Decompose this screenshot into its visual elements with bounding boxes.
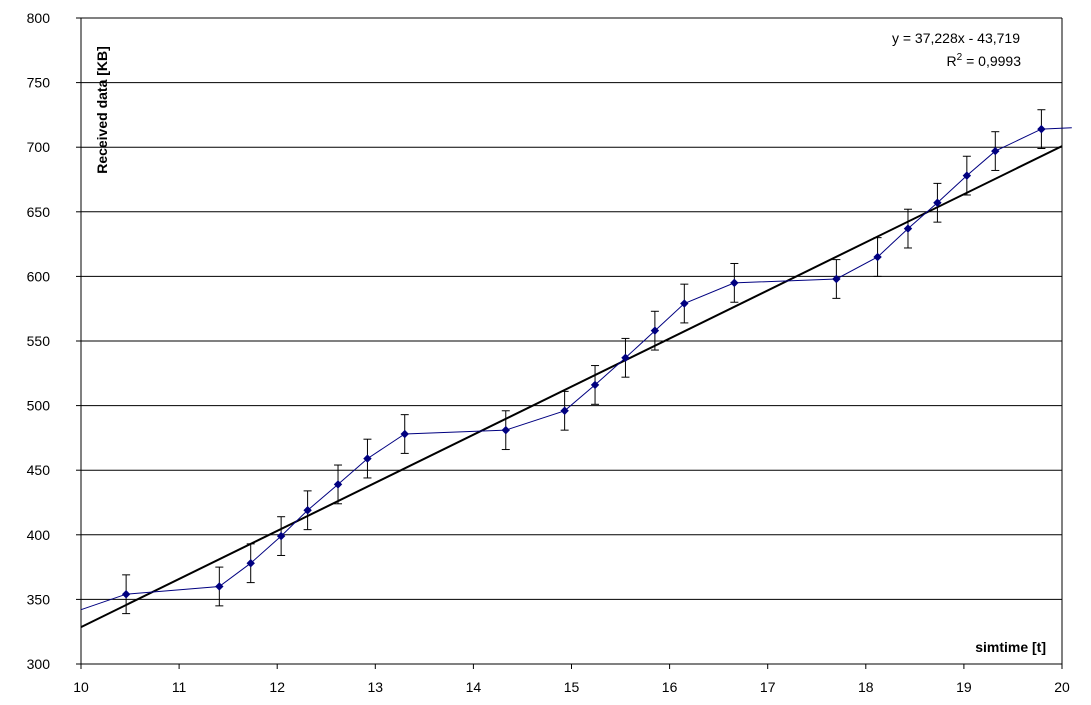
y-tick-label-750: 750 bbox=[27, 75, 51, 91]
data-point-11 bbox=[621, 353, 630, 363]
series-line bbox=[80, 127, 1072, 611]
data-point-7 bbox=[400, 429, 409, 439]
data-point-16 bbox=[873, 252, 882, 262]
data-point-14 bbox=[730, 278, 739, 288]
data-point-6 bbox=[363, 454, 372, 463]
trend-equation: y = 37,228x - 43,719 bbox=[892, 30, 1020, 46]
x-tick-label-12: 12 bbox=[269, 679, 285, 695]
trendline-path bbox=[80, 145, 1063, 628]
r2-exponent: 2 bbox=[957, 52, 963, 63]
r2-value: = 0,9993 bbox=[962, 53, 1021, 69]
y-tick-label-800: 800 bbox=[27, 10, 51, 26]
x-tick-label-10: 10 bbox=[73, 679, 89, 695]
data-point-4 bbox=[303, 506, 312, 515]
data-point-18 bbox=[933, 198, 942, 207]
data-point-2 bbox=[246, 559, 255, 568]
y-tick-label-400: 400 bbox=[27, 527, 51, 543]
x-tick-label-16: 16 bbox=[662, 679, 678, 695]
tick-labels: 300 350 400 450 500 550 600 650 700 750 800 10 11 12 1… bbox=[27, 10, 1070, 695]
y-axis-label: Received data [KB] bbox=[94, 46, 110, 174]
y-tick-label-700: 700 bbox=[27, 139, 51, 155]
data-point-0 bbox=[121, 590, 131, 599]
data-point-21 bbox=[1037, 124, 1046, 134]
data-point-8 bbox=[501, 425, 510, 435]
x-tick-label-20: 20 bbox=[1054, 679, 1070, 695]
x-tick-label-17: 17 bbox=[760, 679, 776, 695]
data-point-19 bbox=[962, 171, 972, 180]
axes bbox=[76, 17, 1063, 669]
y-tick-label-550: 550 bbox=[27, 333, 51, 349]
x-tick-label-13: 13 bbox=[368, 679, 384, 695]
trend-r-squared: R2 = 0,9993 bbox=[947, 52, 1022, 69]
data-point-3 bbox=[276, 531, 286, 541]
x-tick-label-15: 15 bbox=[564, 679, 580, 695]
y-tick-label-500: 500 bbox=[27, 398, 51, 414]
y-tick-label-600: 600 bbox=[27, 268, 51, 284]
x-tick-label-14: 14 bbox=[466, 679, 482, 695]
data-point-5 bbox=[333, 480, 343, 489]
y-tick-label-650: 650 bbox=[27, 204, 51, 220]
data-point-20 bbox=[991, 146, 1000, 156]
r2-label: R bbox=[947, 53, 957, 69]
trendline bbox=[80, 145, 1063, 628]
x-tick-label-11: 11 bbox=[172, 679, 187, 695]
data-point-12 bbox=[650, 326, 660, 335]
data-point-10 bbox=[590, 380, 600, 390]
grid bbox=[81, 17, 1063, 664]
x-tick-label-18: 18 bbox=[858, 679, 874, 695]
data-point-9 bbox=[560, 406, 569, 415]
y-tick-label-450: 450 bbox=[27, 462, 51, 478]
data-point-1 bbox=[215, 582, 224, 591]
x-axis-label: simtime [t] bbox=[975, 639, 1046, 655]
data-point-15 bbox=[832, 274, 841, 284]
x-tick-label-19: 19 bbox=[956, 679, 972, 695]
data-series bbox=[80, 109, 1072, 615]
y-tick-label-350: 350 bbox=[27, 591, 51, 607]
data-point-13 bbox=[680, 299, 689, 308]
data-point-17 bbox=[903, 224, 913, 233]
y-tick-label-300: 300 bbox=[27, 656, 51, 672]
